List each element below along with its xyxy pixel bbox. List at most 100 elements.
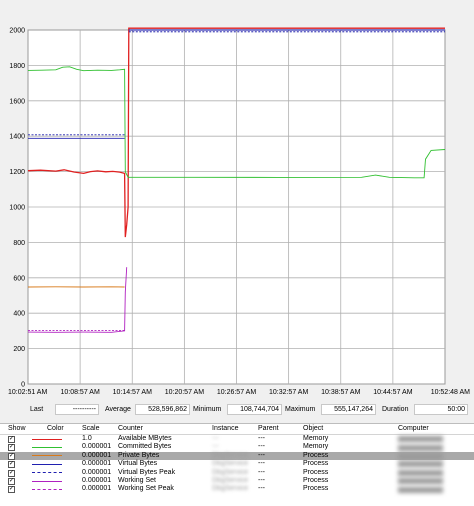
scale-cell: 0.000001 <box>82 452 111 460</box>
y-tick-label: 400 <box>13 311 25 318</box>
object-cell: Process <box>303 477 328 485</box>
color-swatch <box>32 464 62 465</box>
duration-value: 50:00 <box>414 404 468 415</box>
color-swatch <box>32 472 62 473</box>
header-show[interactable]: Show <box>8 425 26 432</box>
object-cell: Process <box>303 469 328 477</box>
header-computer[interactable]: Computer <box>398 425 429 432</box>
object-cell: Memory <box>303 435 328 443</box>
counter-name-cell: Committed Bytes <box>118 443 171 451</box>
header-parent[interactable]: Parent <box>258 425 279 432</box>
instance-cell: --- <box>212 443 219 451</box>
show-checkbox[interactable]: ✓ <box>8 453 15 460</box>
show-checkbox[interactable]: ✓ <box>8 461 15 468</box>
y-tick-label: 0 <box>21 382 25 389</box>
minimum-label: Minimum <box>193 406 221 413</box>
y-tick-label: 1600 <box>9 98 25 105</box>
x-tick-label: 10:26:57 AM <box>217 389 256 396</box>
header-counter[interactable]: Counter <box>118 425 143 432</box>
statistics-bar: Last ---------- Average 528,596,862 Mini… <box>0 404 474 418</box>
instance-cell: DbgService <box>212 469 248 477</box>
computer-cell-redacted <box>398 436 443 442</box>
show-checkbox[interactable]: ✓ <box>8 444 15 451</box>
parent-cell: --- <box>258 435 265 443</box>
color-swatch <box>32 455 62 456</box>
counter-row[interactable]: ✓ 1.0 Available MBytes --- --- Memory <box>0 435 474 443</box>
instance-cell: DbgService <box>212 452 248 460</box>
minimum-value: 108,744,704 <box>227 404 282 415</box>
object-cell: Process <box>303 460 328 468</box>
parent-cell: --- <box>258 485 265 493</box>
counter-name-cell: Private Bytes <box>118 452 159 460</box>
x-tick-label: 10:02:51 AM <box>8 389 47 396</box>
y-tick-label: 1400 <box>9 134 25 141</box>
counter-row[interactable]: ✓ 0.000001 Working Set Peak DbgService --- Pr… <box>0 485 474 493</box>
instance-cell: DbgService <box>212 477 248 485</box>
counter-name-cell: Working Set <box>118 477 156 485</box>
last-label: Last <box>30 406 43 413</box>
counter-name-cell: Available MBytes <box>118 435 172 443</box>
color-swatch <box>32 439 62 440</box>
maximum-value: 555,147,264 <box>321 404 376 415</box>
show-checkbox[interactable]: ✓ <box>8 436 15 443</box>
instance-cell: DbgService <box>212 485 248 493</box>
header-object[interactable]: Object <box>303 425 323 432</box>
average-value: 528,596,862 <box>135 404 190 415</box>
x-tick-label: 10:44:57 AM <box>373 389 412 396</box>
x-tick-label: 10:32:57 AM <box>269 389 308 396</box>
counter-row[interactable]: ✓ 0.000001 Private Bytes DbgService --- Proce… <box>0 452 474 460</box>
parent-cell: --- <box>258 443 265 451</box>
y-tick-label: 2000 <box>9 28 25 35</box>
color-swatch <box>32 489 62 490</box>
scale-cell: 0.000001 <box>82 477 111 485</box>
y-tick-label: 1000 <box>9 205 25 212</box>
y-tick-label: 200 <box>13 346 25 353</box>
x-tick-label: 10:08:57 AM <box>60 389 99 396</box>
x-tick-label: 10:38:57 AM <box>321 389 360 396</box>
y-tick-label: 1200 <box>9 169 25 176</box>
parent-cell: --- <box>258 460 265 468</box>
object-cell: Process <box>303 452 328 460</box>
performance-graph[interactable]: 0 200 400 600 800 1000 1200 1400 1600 1800 2000 10… <box>0 0 474 400</box>
x-tick-label: 10:14:57 AM <box>113 389 152 396</box>
parent-cell: --- <box>258 477 265 485</box>
maximum-label: Maximum <box>285 406 315 413</box>
scale-cell: 1.0 <box>82 435 92 443</box>
instance-cell: --- <box>212 435 219 443</box>
show-checkbox[interactable]: ✓ <box>8 486 15 493</box>
y-tick-label: 1800 <box>9 63 25 70</box>
object-cell: Process <box>303 485 328 493</box>
header-scale[interactable]: Scale <box>82 425 100 432</box>
color-swatch <box>32 481 62 482</box>
computer-cell-redacted <box>398 470 443 476</box>
parent-cell: --- <box>258 469 265 477</box>
y-axis-ticks: 0 200 400 600 800 1000 1200 1400 1600 1800 2000 <box>9 28 25 389</box>
counter-name-cell: Virtual Bytes <box>118 460 157 468</box>
parent-cell: --- <box>258 452 265 460</box>
instance-cell: DbgService <box>212 460 248 468</box>
header-color[interactable]: Color <box>47 425 64 432</box>
counter-row[interactable]: ✓ 0.000001 Virtual Bytes DbgService --- Proce… <box>0 460 474 468</box>
header-instance[interactable]: Instance <box>212 425 238 432</box>
counter-list-header: Show Color Scale Counter Instance Parent… <box>0 424 474 435</box>
color-swatch <box>32 447 62 448</box>
average-label: Average <box>105 406 131 413</box>
y-tick-label: 600 <box>13 275 25 282</box>
scale-cell: 0.000001 <box>82 460 111 468</box>
counter-row[interactable]: ✓ 0.000001 Working Set DbgService --- Process <box>0 477 474 485</box>
show-checkbox[interactable]: ✓ <box>8 478 15 485</box>
computer-cell-redacted <box>398 487 443 493</box>
show-checkbox[interactable]: ✓ <box>8 470 15 477</box>
counter-list[interactable]: Show Color Scale Counter Instance Parent… <box>0 423 474 506</box>
x-tick-label: 10:52:48 AM <box>431 389 470 396</box>
counter-name-cell: Working Set Peak <box>118 485 174 493</box>
computer-cell-redacted <box>398 478 443 484</box>
scale-cell: 0.000001 <box>82 443 111 451</box>
y-tick-label: 800 <box>13 240 25 247</box>
last-value: ---------- <box>55 404 99 415</box>
scale-cell: 0.000001 <box>82 485 111 493</box>
